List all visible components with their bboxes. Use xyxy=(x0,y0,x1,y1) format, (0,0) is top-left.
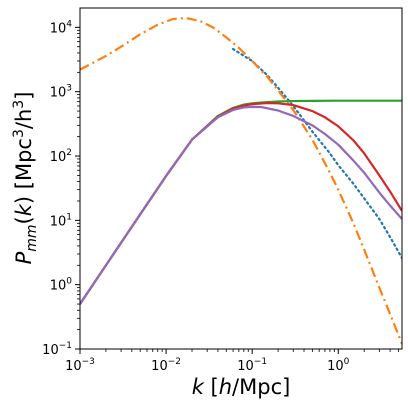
x-tick-label: 10−3 xyxy=(65,357,95,374)
series-layer xyxy=(80,16,402,345)
axes-layer: 10−3 10−2 10−1 100 10−1 100 101 102 103 104 xyxy=(42,7,403,374)
series-line-5 xyxy=(80,105,402,305)
y-tick-label: 102 xyxy=(50,148,72,165)
y-axis-label: Pmm(k) [Mpc3/h3] xyxy=(11,92,40,265)
x-tick-label: 10−2 xyxy=(151,357,181,374)
y-tick-label: 101 xyxy=(50,212,72,229)
x-tick-label: 10−1 xyxy=(237,357,267,374)
x-tick-label: 100 xyxy=(327,357,350,374)
series-line-4 xyxy=(80,101,402,305)
series-line-1 xyxy=(231,47,402,260)
series-line-3 xyxy=(80,99,402,305)
y-tick-label: 100 xyxy=(50,277,73,294)
x-axis-label: k [h/Mpc] xyxy=(192,375,291,399)
y-tick-label: 104 xyxy=(50,19,73,36)
series-line-2 xyxy=(80,16,402,345)
y-tick-label: 10−1 xyxy=(42,341,72,358)
plot-frame xyxy=(79,7,403,350)
y-tick-label: 103 xyxy=(50,84,72,101)
